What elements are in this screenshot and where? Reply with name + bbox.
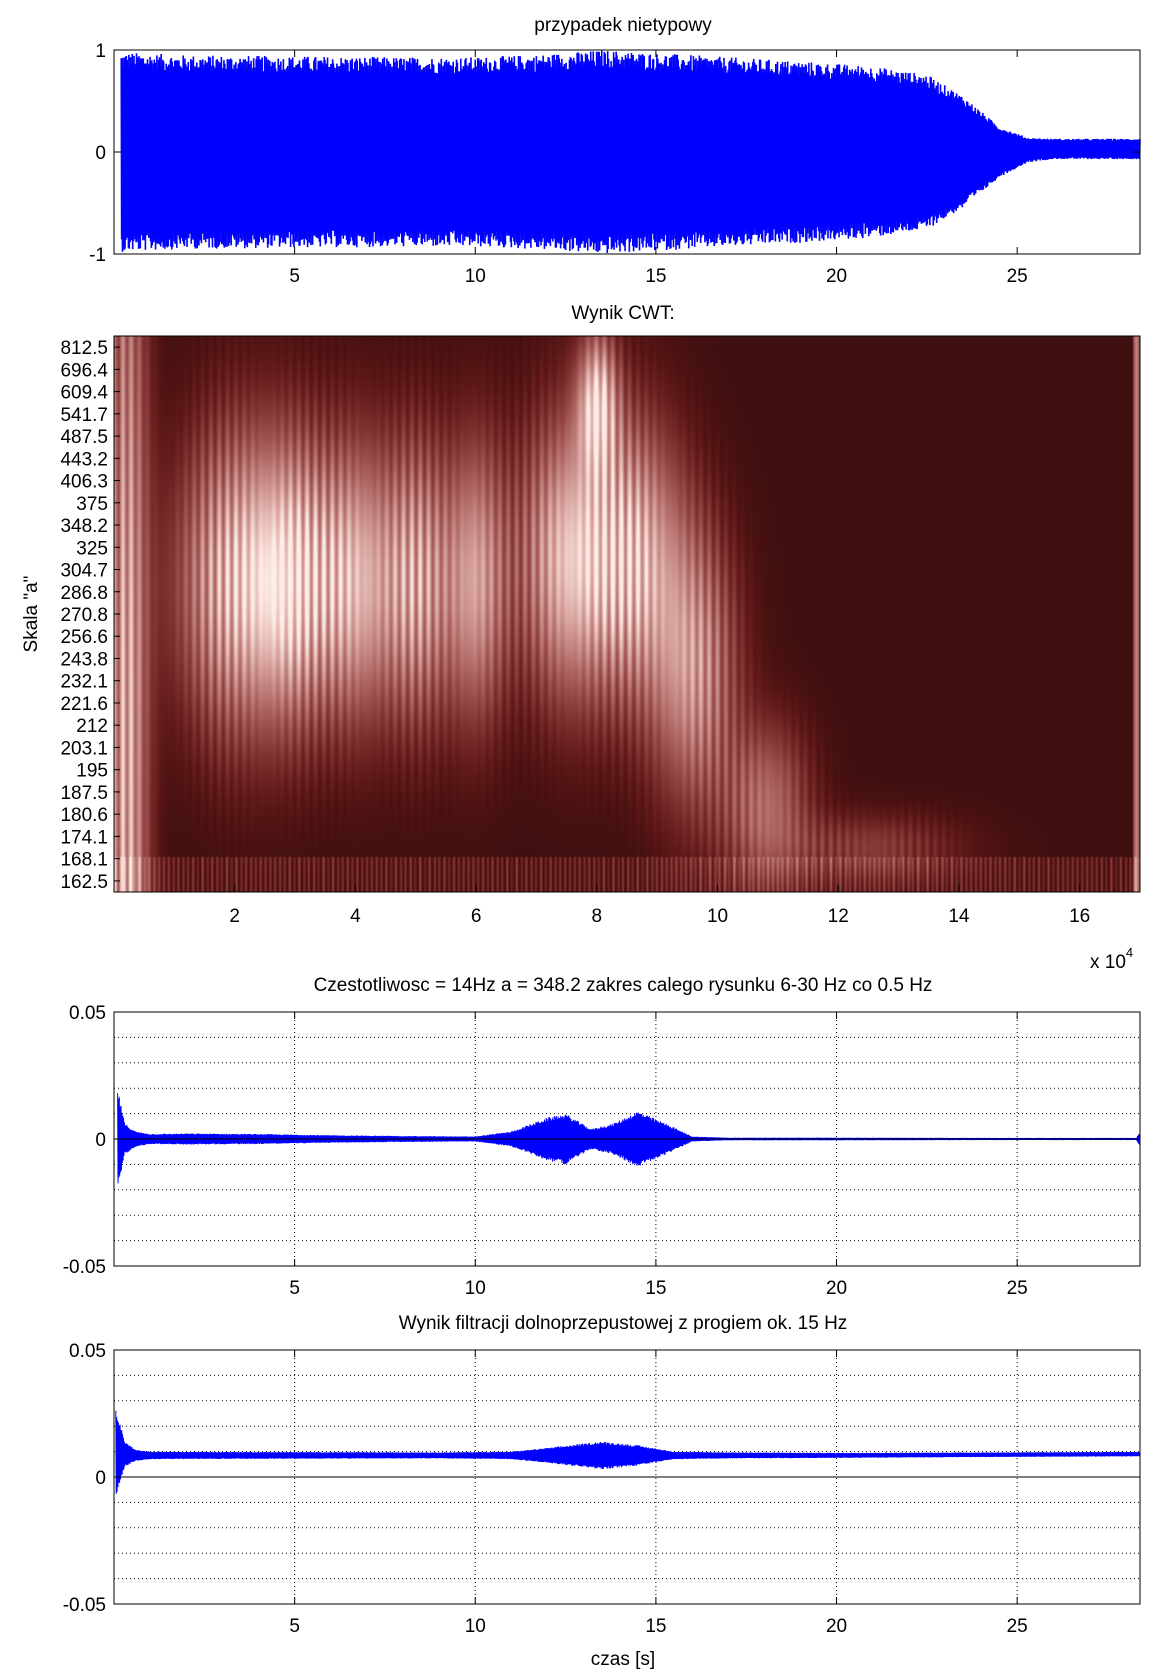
y-tick-label: 168.1 — [60, 850, 108, 871]
x-tick-label: 8 — [592, 906, 603, 927]
y-tick-label: 375 — [76, 494, 108, 515]
y-tick-label: 0.05 — [69, 1003, 106, 1024]
y-tick-label: 203.1 — [60, 738, 108, 759]
x-tick-label: 5 — [289, 1616, 300, 1637]
cwt-heatmap — [114, 336, 1140, 892]
x-tick-label: 2 — [229, 906, 240, 927]
series-line — [115, 1410, 1141, 1494]
x-tick-label: 20 — [826, 1616, 847, 1637]
y-tick-label: -1 — [89, 245, 106, 266]
signal-title: przypadek nietypowy — [534, 15, 712, 36]
cwt-x-exponent: x 104 — [1090, 945, 1133, 973]
x-tick-label: 10 — [465, 266, 486, 287]
series-line — [120, 50, 1141, 253]
x-tick-label: 6 — [471, 906, 482, 927]
x-tick-label: 20 — [826, 266, 847, 287]
cwt-ylabel: Skala "a" — [21, 576, 42, 653]
y-tick-label: 195 — [76, 761, 108, 782]
x-tick-label: 5 — [289, 1278, 300, 1299]
y-tick-label: 286.8 — [60, 583, 108, 604]
cwt-plot: Wynik CWT: 812.5696.4609.4541.7487.5443.… — [21, 303, 1141, 973]
y-tick-label: 256.6 — [60, 627, 108, 648]
lowpass-xlabel: czas [s] — [591, 1649, 655, 1670]
y-tick-label: 0 — [95, 143, 106, 164]
x-tick-label: 10 — [465, 1616, 486, 1637]
y-tick-label: 812.5 — [60, 338, 108, 359]
y-tick-label: 325 — [76, 538, 108, 559]
signal-series — [120, 50, 1141, 253]
y-tick-label: 696.4 — [60, 360, 108, 381]
y-tick-label: 541.7 — [60, 405, 108, 426]
filtered14-series — [114, 1093, 1141, 1184]
x-tick-label: 4 — [350, 906, 361, 927]
x-tick-label: 15 — [645, 1278, 666, 1299]
y-tick-label: 406.3 — [60, 472, 108, 493]
y-tick-label: 487.5 — [60, 427, 108, 448]
y-tick-label: 187.5 — [60, 783, 108, 804]
y-tick-label: 162.5 — [60, 872, 108, 893]
lowpass-title: Wynik filtracji dolnoprzepustowej z prog… — [399, 1313, 848, 1334]
x-tick-label: 12 — [828, 906, 849, 927]
y-tick-label: 232.1 — [60, 672, 108, 693]
y-tick-label: 0 — [95, 1130, 106, 1151]
y-tick-label: 174.1 — [60, 827, 108, 848]
x-tick-label: 20 — [826, 1278, 847, 1299]
cwt-heatmap-container — [114, 336, 1140, 892]
x-tick-label: 16 — [1069, 906, 1090, 927]
y-tick-label: -0.05 — [63, 1595, 106, 1616]
y-tick-label: 243.8 — [60, 649, 108, 670]
y-tick-label: 180.6 — [60, 805, 108, 826]
filtered-14hz-plot: Czestotliwosc = 14Hz a = 348.2 zakres ca… — [63, 975, 1141, 1299]
x-tick-label: 15 — [645, 266, 666, 287]
y-tick-label: 212 — [76, 716, 108, 737]
filtered14-title: Czestotliwosc = 14Hz a = 348.2 zakres ca… — [314, 975, 933, 996]
series-line — [117, 1093, 1141, 1184]
y-tick-label: 270.8 — [60, 605, 108, 626]
y-tick-label: 609.4 — [60, 383, 108, 404]
x-tick-label: 25 — [1007, 266, 1028, 287]
signal-plot: przypadek nietypowy 5 10 15 20 25 -1 0 1 — [89, 15, 1141, 287]
x-tick-label: 10 — [707, 906, 728, 927]
x-tick-label: 14 — [948, 906, 970, 927]
x-tick-label: 10 — [465, 1278, 486, 1299]
y-tick-label: 443.2 — [60, 449, 108, 470]
y-tick-label: 304.7 — [60, 561, 108, 582]
y-tick-label: 0.05 — [69, 1341, 106, 1362]
y-tick-label: 348.2 — [60, 516, 108, 537]
x-tick-label: 5 — [289, 266, 300, 287]
lowpass-plot: Wynik filtracji dolnoprzepustowej z prog… — [63, 1313, 1141, 1670]
y-tick-label: 0 — [95, 1468, 106, 1489]
y-tick-label: 221.6 — [60, 694, 108, 715]
x-tick-label: 25 — [1007, 1278, 1028, 1299]
cwt-title: Wynik CWT: — [571, 303, 674, 324]
y-tick-label: 1 — [95, 41, 106, 62]
lowpass-series — [114, 1410, 1141, 1494]
x-tick-label: 15 — [645, 1616, 666, 1637]
y-tick-label: -0.05 — [63, 1257, 106, 1278]
x-tick-label: 25 — [1007, 1616, 1028, 1637]
